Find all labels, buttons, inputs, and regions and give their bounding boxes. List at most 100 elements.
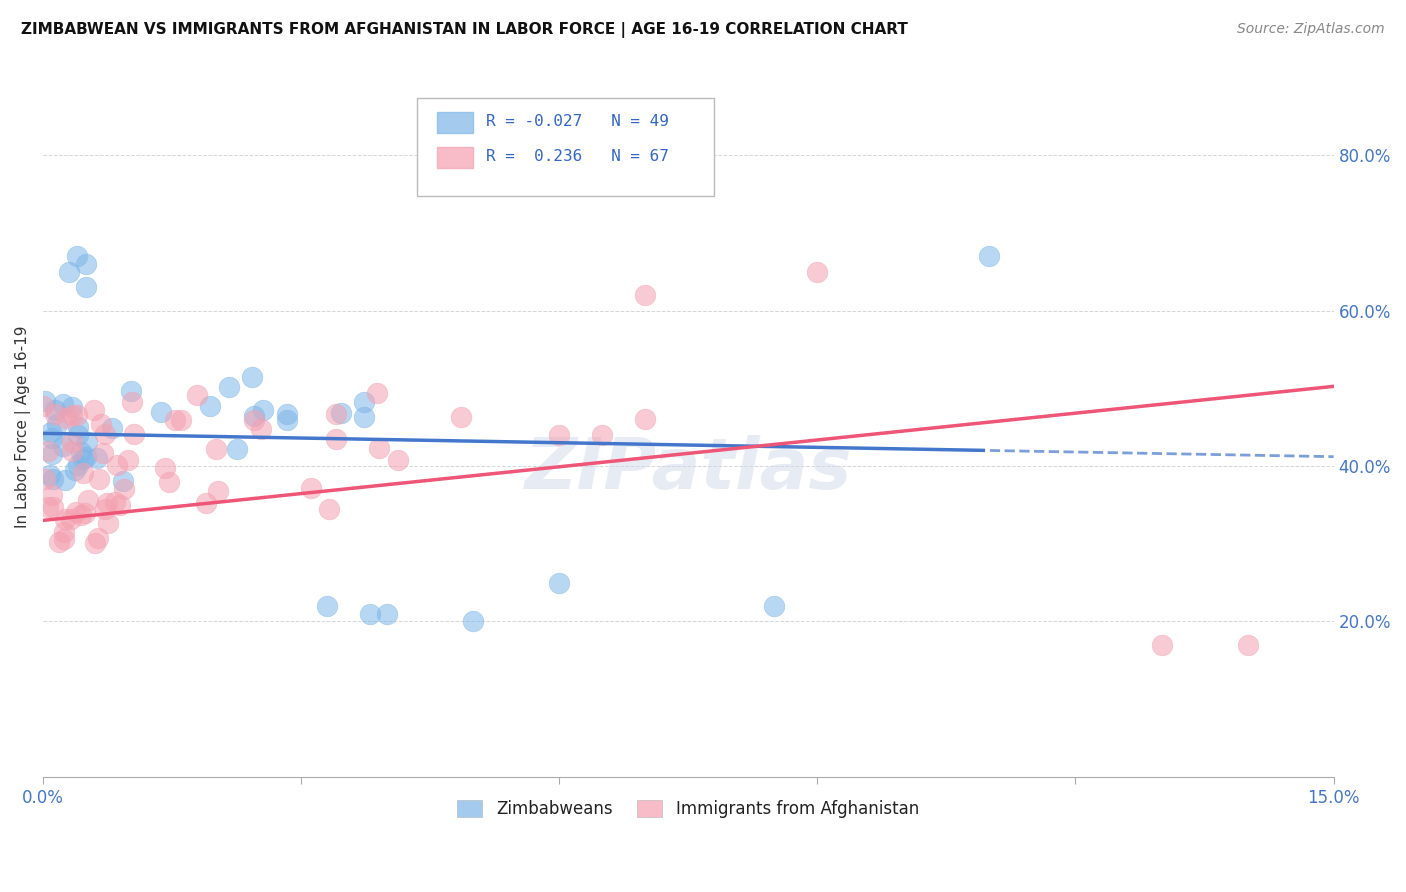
- Text: R =  0.236   N = 67: R = 0.236 N = 67: [485, 149, 668, 164]
- Point: [315, 599, 337, 613]
- Point: [48, 534, 70, 549]
- Point: [42, 471, 65, 485]
- Point: [548, 575, 571, 590]
- Point: [39, 467, 62, 482]
- Point: [60, 444, 83, 458]
- Point: [979, 249, 1001, 263]
- Point: [72, 467, 94, 481]
- Point: [41, 488, 63, 502]
- Point: [368, 441, 391, 455]
- Point: [70, 445, 93, 459]
- Point: [41, 431, 63, 445]
- Point: [353, 409, 375, 424]
- Point: [450, 410, 472, 425]
- FancyBboxPatch shape: [436, 147, 472, 169]
- Point: [104, 494, 127, 508]
- Point: [77, 492, 100, 507]
- Point: [52, 525, 75, 540]
- Point: [100, 421, 122, 435]
- Point: [243, 413, 266, 427]
- Point: [52, 532, 75, 546]
- Text: R = -0.027   N = 49: R = -0.027 N = 49: [485, 114, 668, 129]
- Text: ZIMBABWEAN VS IMMIGRANTS FROM AFGHANISTAN IN LABOR FORCE | AGE 16-19 CORRELATION: ZIMBABWEAN VS IMMIGRANTS FROM AFGHANISTA…: [21, 22, 908, 38]
- Point: [359, 607, 381, 621]
- Point: [87, 472, 110, 486]
- Point: [65, 409, 87, 423]
- Point: [37, 444, 59, 458]
- Point: [318, 502, 340, 516]
- Point: [59, 511, 82, 525]
- Point: [91, 445, 114, 459]
- Point: [122, 427, 145, 442]
- Point: [44, 403, 66, 417]
- Point: [55, 411, 77, 425]
- Point: [60, 435, 83, 450]
- Y-axis label: In Labor Force | Age 16-19: In Labor Force | Age 16-19: [15, 326, 31, 528]
- Point: [121, 394, 143, 409]
- Point: [634, 288, 657, 302]
- Point: [65, 505, 87, 519]
- Point: [72, 452, 94, 467]
- Point: [325, 432, 347, 446]
- Point: [207, 484, 229, 499]
- Point: [66, 249, 89, 263]
- FancyBboxPatch shape: [418, 98, 714, 196]
- Point: [111, 475, 134, 489]
- Point: [94, 501, 117, 516]
- Point: [32, 400, 55, 414]
- Point: [149, 404, 172, 418]
- Point: [1150, 638, 1173, 652]
- Point: [548, 428, 571, 442]
- Point: [93, 427, 115, 442]
- Point: [1236, 638, 1258, 652]
- Point: [60, 408, 83, 422]
- Point: [218, 380, 240, 394]
- Point: [157, 475, 180, 489]
- Point: [591, 428, 613, 442]
- Point: [204, 442, 226, 456]
- Point: [634, 412, 657, 426]
- Legend: Zimbabweans, Immigrants from Afghanistan: Zimbabweans, Immigrants from Afghanistan: [451, 793, 925, 824]
- Point: [325, 407, 347, 421]
- Point: [242, 370, 264, 384]
- Point: [41, 447, 63, 461]
- Point: [243, 409, 266, 424]
- Point: [112, 482, 135, 496]
- Point: [87, 532, 110, 546]
- Point: [75, 280, 97, 294]
- Point: [34, 471, 56, 485]
- Point: [37, 500, 59, 514]
- Point: [108, 498, 131, 512]
- Point: [276, 407, 298, 421]
- Point: [153, 461, 176, 475]
- Point: [66, 420, 89, 434]
- Point: [44, 407, 66, 421]
- Point: [75, 450, 97, 464]
- Point: [163, 413, 186, 427]
- Point: [58, 265, 80, 279]
- Point: [73, 506, 96, 520]
- Point: [75, 257, 97, 271]
- Point: [225, 442, 247, 456]
- Point: [90, 417, 112, 432]
- Point: [198, 400, 221, 414]
- Point: [276, 412, 298, 426]
- Point: [461, 615, 484, 629]
- Point: [120, 384, 142, 399]
- Point: [763, 599, 786, 613]
- Point: [97, 516, 120, 531]
- Point: [806, 265, 828, 279]
- Point: [83, 535, 105, 549]
- Point: [387, 452, 409, 467]
- Point: [39, 425, 62, 440]
- Point: [105, 458, 128, 472]
- Point: [76, 434, 98, 449]
- Point: [34, 393, 56, 408]
- Point: [375, 607, 398, 621]
- Point: [52, 397, 75, 411]
- Point: [52, 439, 75, 453]
- Point: [249, 422, 271, 436]
- Text: Source: ZipAtlas.com: Source: ZipAtlas.com: [1237, 22, 1385, 37]
- Point: [299, 481, 322, 495]
- Point: [366, 386, 388, 401]
